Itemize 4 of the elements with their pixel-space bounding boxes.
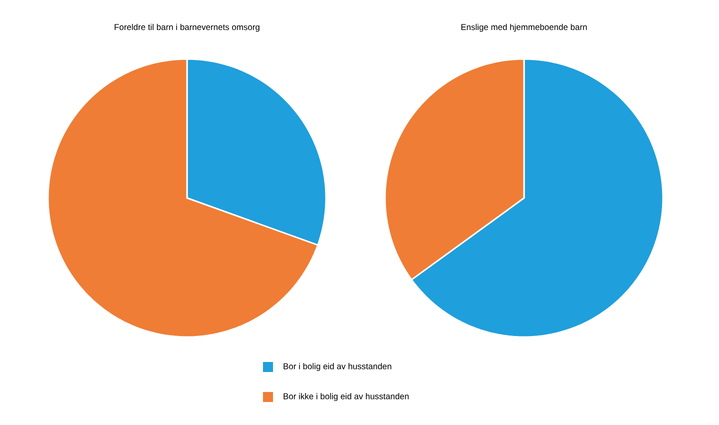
legend-label: Bor ikke i bolig eid av husstanden <box>284 393 409 401</box>
chart-title: Enslige med hjemmeboende barn <box>461 24 587 32</box>
chart-title: Foreldre til barn i barnevernets omsorg <box>114 24 260 32</box>
legend-label: Bor i bolig eid av husstanden <box>284 363 392 371</box>
